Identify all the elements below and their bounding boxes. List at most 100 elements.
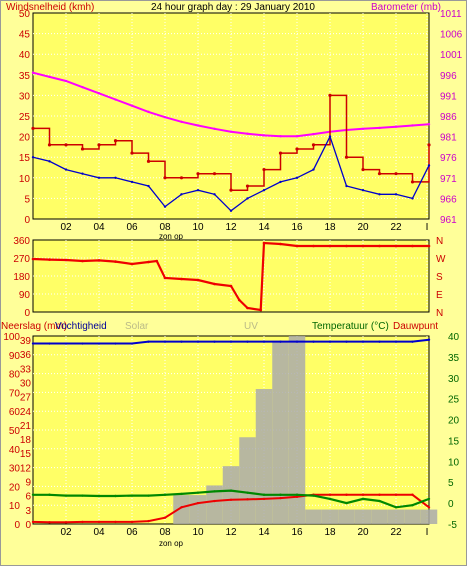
rain-bar — [338, 509, 355, 524]
barometer-point — [196, 124, 200, 127]
humidity-point — [394, 340, 398, 343]
wind-direction-point — [394, 244, 398, 248]
dewpoint-point — [213, 490, 216, 493]
wind-gust-point — [196, 172, 200, 176]
dewpoint-point — [378, 499, 381, 503]
wind-gust-point — [394, 172, 398, 176]
humidity-point — [48, 342, 51, 345]
y-mid-tick-label: 12 — [20, 463, 32, 474]
humidity-point — [147, 340, 150, 343]
x-tick-label: 06 — [126, 222, 138, 233]
wind-direction-point — [114, 260, 117, 263]
legend-dewpoint: Dauwpunt — [393, 321, 438, 332]
x-tick-label: 16 — [291, 527, 303, 538]
wind-average-point — [213, 193, 216, 196]
humidity-point — [411, 340, 414, 343]
rain-bar — [371, 509, 388, 524]
y-right-tick-label: 1001 — [440, 50, 463, 61]
y-left-tick-label: 60 — [9, 407, 21, 418]
y-left-tick-label: 35 — [19, 71, 31, 82]
wind-direction-point — [180, 277, 183, 281]
x-tick-label: 22 — [390, 222, 402, 233]
wind-direction-point — [31, 257, 35, 261]
wind-average-point — [378, 193, 381, 196]
wind-gust-point — [47, 143, 52, 147]
wind-gust-point — [328, 93, 332, 97]
humidity-point — [163, 340, 167, 343]
temperature-point — [31, 520, 35, 524]
x-tick-label: 14 — [258, 222, 270, 233]
wind-gust-point — [163, 176, 167, 180]
wind-average-point — [312, 168, 315, 171]
x-tick-label: I — [426, 527, 429, 538]
humidity-point — [213, 340, 216, 343]
wind-direction-point — [155, 259, 159, 263]
wind-gust-point — [427, 143, 431, 147]
y-right-tick-label: 35 — [448, 353, 460, 364]
barometer-point — [394, 125, 398, 128]
humidity-point — [427, 338, 431, 341]
dewpoint-point — [163, 493, 167, 496]
y-right-tick-label: 25 — [448, 395, 460, 406]
humidity-point — [328, 340, 332, 343]
legend-solar: Solar — [125, 321, 149, 332]
y-right-tick-label: 971 — [440, 174, 457, 185]
wind-direction-point — [237, 298, 241, 302]
y-mid-tick-label: 6 — [25, 492, 31, 503]
humidity-point — [114, 342, 117, 345]
x-tick-label: 18 — [324, 527, 336, 538]
y-mid-tick-label: 15 — [20, 449, 32, 460]
dewpoint-point — [147, 494, 150, 497]
x-tick-label: 02 — [60, 222, 72, 233]
wind-axis-ticks: 02 04 06 08 10 12 14 16 18 20 22 I50454035302520151… — [19, 9, 463, 233]
temperature-point — [81, 520, 84, 524]
dewpoint-point — [279, 493, 282, 496]
y-right-tick-label: N — [436, 308, 443, 319]
rain-bar — [255, 389, 273, 524]
x-tick-label: 12 — [225, 527, 237, 538]
wind-average-point — [394, 193, 398, 196]
wind-direction-point — [48, 258, 51, 261]
wind-gust-point — [377, 172, 382, 176]
legend-rain: Neerslag (mm) — [1, 321, 67, 332]
wind-gust-point — [146, 159, 151, 163]
temperature-point — [361, 493, 365, 496]
barometer-point — [147, 110, 150, 114]
humidity-point — [229, 340, 233, 343]
wind-direction-point — [345, 244, 348, 248]
y-left-tick-label: 30 — [19, 91, 31, 102]
y-mid-tick-label: 24 — [20, 407, 32, 418]
rain-temp-series — [31, 336, 438, 524]
wind-average-point — [279, 180, 282, 184]
wind-gust-point — [113, 139, 118, 143]
wind-direction-point — [130, 262, 134, 266]
legend-humidity: Vochtigheid — [55, 321, 107, 332]
temperature-point — [295, 495, 299, 499]
wind-gust-point — [97, 143, 101, 147]
dewpoint-point — [180, 492, 183, 496]
y-left-tick-label: 30 — [9, 464, 21, 475]
barometer-point — [262, 134, 266, 137]
humidity-point — [262, 340, 266, 343]
sunrise-label: zon op — [159, 232, 184, 241]
wind-direction-point — [279, 242, 282, 246]
wind-direction-point — [328, 244, 332, 248]
y-left-tick-label: 10 — [9, 501, 21, 512]
legend-uv: UV — [244, 321, 258, 332]
direction-series — [31, 241, 431, 312]
y-left-tick-label: 50 — [19, 9, 31, 20]
x-tick-label: 14 — [258, 527, 270, 538]
temperature-point — [48, 521, 51, 524]
temperature-point — [213, 499, 216, 503]
temperature-point — [328, 493, 332, 496]
y-left-tick-label: 100 — [3, 332, 20, 343]
wind-gust-point — [245, 184, 250, 188]
rain-bar — [387, 509, 405, 524]
barometer-point — [246, 132, 249, 135]
wind-gust-point — [31, 126, 35, 130]
dewpoint-point — [361, 497, 365, 501]
humidity-point — [279, 340, 282, 343]
wind-average-point — [48, 160, 51, 163]
y-right-tick-label: 966 — [440, 194, 457, 205]
